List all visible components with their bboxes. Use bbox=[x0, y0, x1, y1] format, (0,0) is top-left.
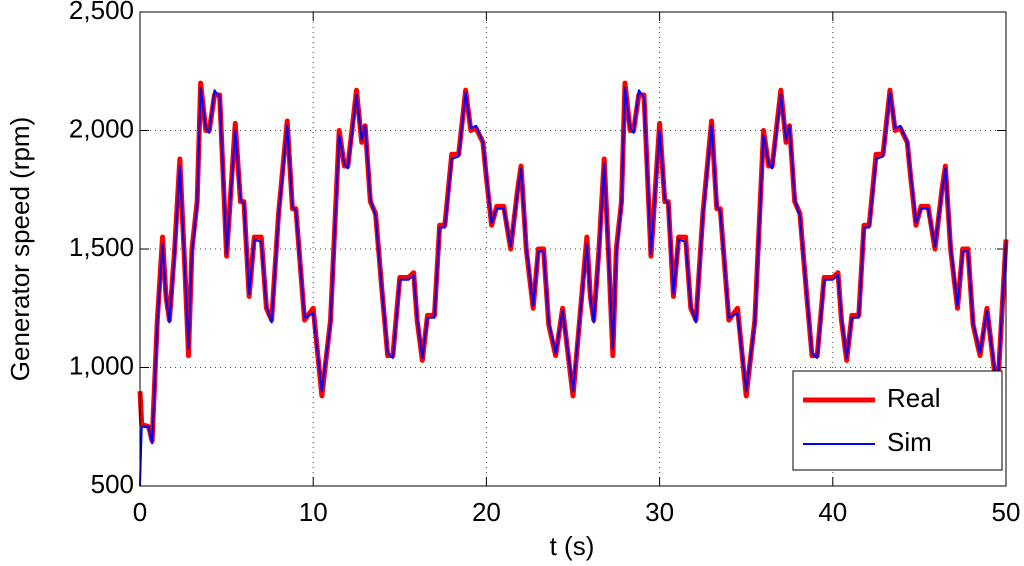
x-tick-label: 40 bbox=[818, 497, 847, 527]
x-tick-label: 10 bbox=[299, 497, 328, 527]
x-tick-label: 0 bbox=[133, 497, 147, 527]
y-tick-label: 500 bbox=[91, 469, 134, 499]
x-axis-label: t (s) bbox=[550, 531, 595, 561]
x-tick-label: 50 bbox=[992, 497, 1021, 527]
y-tick-label: 2,500 bbox=[69, 0, 134, 25]
x-tick-label: 20 bbox=[472, 497, 501, 527]
legend-box bbox=[792, 370, 1003, 471]
y-tick-label: 2,000 bbox=[69, 113, 134, 143]
y-tick-label: 1,500 bbox=[69, 232, 134, 262]
x-tick-label: 30 bbox=[645, 497, 674, 527]
series-line bbox=[139, 86, 1007, 487]
y-axis-label: Generator speed (rpm) bbox=[5, 117, 35, 381]
legend-label: Sim bbox=[887, 427, 932, 457]
plot-frame bbox=[139, 11, 1007, 487]
legend-label: Real bbox=[887, 383, 940, 413]
y-tick-label: 1,000 bbox=[69, 350, 134, 380]
